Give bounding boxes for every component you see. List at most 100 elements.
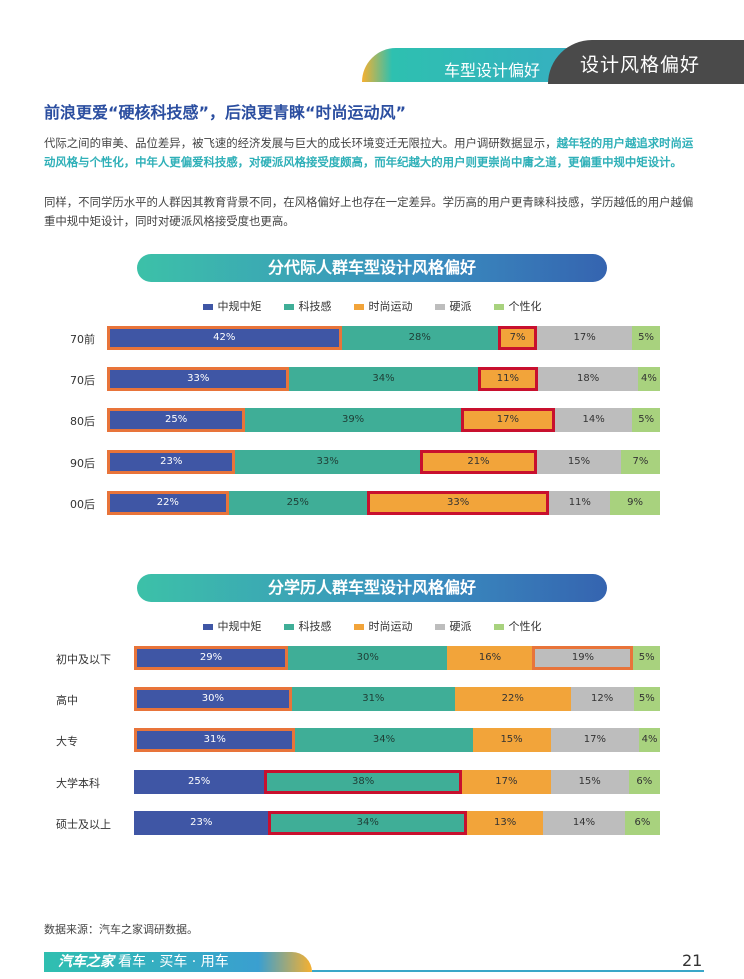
bar-segment: 5%	[632, 326, 660, 350]
bar-segment: 25%	[134, 769, 265, 794]
legend-swatch	[353, 624, 364, 630]
bar-segment: 16%	[447, 646, 533, 670]
legend-item: 硬派	[434, 618, 472, 634]
legend-item: 硬派	[434, 298, 472, 314]
bar-segment: 33%	[107, 367, 290, 392]
bar-segment: 28%	[341, 326, 498, 350]
bar-segment: 15%	[550, 769, 629, 794]
bar-segment: 31%	[291, 687, 455, 712]
paragraph-1-normal: 代际之间的审美、品位差异，被飞速的经济发展与巨大的成长环境变迁无限拉大。用户调研…	[44, 136, 557, 150]
legend-swatch	[283, 304, 294, 310]
bar-segment: 15%	[472, 728, 551, 753]
bar-segment: 30%	[134, 687, 292, 712]
bar-segment: 17%	[462, 769, 551, 794]
bar-segment: 25%	[228, 490, 367, 515]
bar-segment: 9%	[610, 490, 660, 515]
legend-label: 时尚运动	[368, 300, 413, 313]
tick-label: 80后	[70, 415, 95, 429]
bar-segment: 38%	[264, 769, 463, 794]
legend-item: 中规中矩	[202, 298, 262, 314]
tick-label: 90后	[70, 456, 95, 470]
legend-label: 中规中矩	[217, 620, 262, 633]
bar-segment: 22%	[107, 490, 229, 515]
bar-segment: 22%	[454, 687, 571, 712]
footer-line	[312, 970, 704, 972]
bar-segment: 23%	[107, 449, 236, 474]
legend-item: 科技感	[283, 618, 332, 634]
bar-segment: 33%	[366, 490, 550, 515]
bar-segment: 21%	[419, 449, 538, 474]
bar-segment: 17%	[460, 408, 555, 433]
tick-label: 硕士及以上	[56, 817, 111, 831]
tick-label: 初中及以下	[56, 653, 111, 666]
footer-slogan: 看车 · 买车 · 用车	[118, 954, 229, 970]
footer-banner: 汽车之家 看车 · 买车 · 用车	[44, 952, 312, 972]
legend-item: 时尚运动	[353, 298, 413, 314]
bar-segment: 5%	[633, 687, 660, 712]
bar-segment: 7%	[498, 326, 538, 350]
chart-2-legend: 中规中矩 科技感 时尚运动 硬派 个性化	[0, 618, 744, 634]
legend-swatch	[202, 624, 213, 630]
footer-brand: 汽车之家	[58, 954, 114, 970]
legend-label: 时尚运动	[368, 620, 413, 633]
bar-segment: 4%	[637, 367, 660, 392]
bar-segment: 12%	[570, 687, 634, 712]
legend-swatch	[353, 304, 364, 310]
bar-segment: 42%	[107, 326, 342, 350]
legend-item: 科技感	[283, 298, 332, 314]
legend-label: 中规中矩	[217, 300, 262, 313]
data-source: 数据来源：汽车之家调研数据。	[44, 923, 198, 936]
tick-label: 大学本科	[56, 776, 100, 790]
main-heading: 前浪更爱“硬核科技感”，后浪更青睐“时尚运动风”	[44, 103, 407, 122]
bar-segment: 34%	[268, 810, 468, 835]
bar-segment: 4%	[639, 728, 660, 753]
legend-item: 时尚运动	[353, 618, 413, 634]
bar-segment: 19%	[532, 646, 634, 670]
bar-segment: 18%	[538, 367, 638, 392]
bar-segment: 13%	[467, 810, 544, 835]
bar-segment: 34%	[295, 728, 473, 753]
bar-segment: 14%	[543, 810, 625, 835]
chart-2-title: 分学历人群车型设计风格偏好	[137, 574, 607, 602]
legend-swatch	[202, 304, 213, 310]
legend-item: 个性化	[493, 618, 542, 634]
legend-item: 中规中矩	[202, 618, 262, 634]
bar-segment: 23%	[134, 810, 269, 835]
paragraph-1: 代际之间的审美、品位差异，被飞速的经济发展与巨大的成长环境变迁无限拉大。用户调研…	[44, 134, 704, 172]
legend-label: 科技感	[298, 300, 332, 313]
tick-label: 70前	[70, 333, 95, 346]
bar-segment: 5%	[632, 408, 660, 433]
bar-segment: 11%	[549, 490, 611, 515]
bar-segment: 25%	[107, 408, 246, 433]
bar-segment: 17%	[550, 728, 640, 753]
bar-segment: 30%	[288, 646, 448, 670]
title-tab: 设计风格偏好	[548, 40, 744, 84]
tick-label: 大专	[56, 735, 78, 749]
bar-segment: 29%	[134, 646, 289, 670]
legend-swatch	[493, 624, 504, 630]
page-title: 设计风格偏好	[580, 54, 701, 76]
bar-segment: 34%	[289, 367, 478, 392]
bar-segment: 7%	[620, 449, 660, 474]
legend-label: 个性化	[508, 620, 542, 633]
bar-segment: 31%	[134, 728, 296, 753]
legend-swatch	[493, 304, 504, 310]
page-number: 21	[682, 951, 703, 970]
bar-segment: 39%	[245, 408, 461, 433]
bar-segment: 17%	[537, 326, 633, 350]
tick-label: 00后	[70, 497, 95, 511]
bar-segment: 6%	[628, 769, 660, 794]
bar-segment: 14%	[554, 408, 633, 433]
legend-swatch	[283, 624, 294, 630]
bar-segment: 5%	[633, 646, 660, 670]
legend-item: 个性化	[493, 298, 542, 314]
tick-label: 高中	[56, 694, 78, 708]
section-label: 车型设计偏好	[443, 61, 540, 80]
legend-label: 科技感	[298, 620, 332, 633]
legend-label: 个性化	[508, 300, 542, 313]
bar-segment: 33%	[235, 449, 420, 474]
legend-swatch	[434, 624, 445, 630]
chart-1-title: 分代际人群车型设计风格偏好	[137, 254, 607, 282]
legend-swatch	[434, 304, 445, 310]
legend-label: 硬派	[449, 300, 472, 313]
